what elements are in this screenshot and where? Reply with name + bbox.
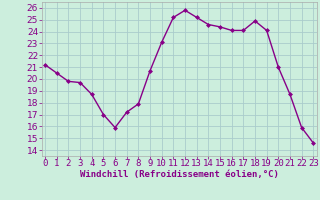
X-axis label: Windchill (Refroidissement éolien,°C): Windchill (Refroidissement éolien,°C) bbox=[80, 170, 279, 179]
